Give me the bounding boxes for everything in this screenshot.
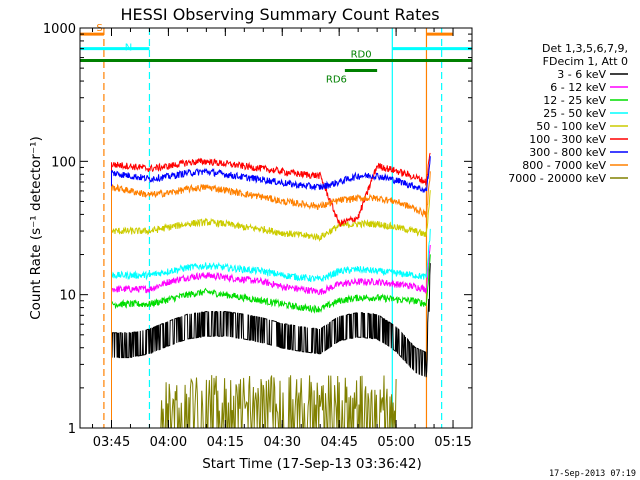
x-tick-label: 05:00 (377, 435, 414, 450)
series-line (111, 190, 431, 428)
x-tick-label: 04:45 (320, 435, 357, 450)
annotation-label: RD0 (351, 50, 372, 61)
series-line (111, 228, 431, 428)
x-tick-label: 04:15 (207, 435, 244, 450)
plot-layer: S N RD0 RD6 (80, 23, 472, 429)
y-axis-label: Count Rate (s⁻¹ detector⁻¹) (28, 136, 44, 320)
legend-header-line: FDecim 1, Att 0 (543, 55, 628, 68)
x-tick-label: 04:30 (264, 435, 301, 450)
series-line (111, 171, 431, 428)
y-tick-label: 100 (51, 155, 76, 170)
x-tick-label: 05:15 (434, 435, 471, 450)
legend-header-line: Det 1,3,5,6,7,9, (542, 42, 628, 55)
series-line (111, 254, 431, 428)
legend-entry-label: 3 - 6 keV (557, 68, 606, 81)
series-line (111, 244, 431, 428)
series-line (111, 156, 431, 428)
legend-entry-label: 25 - 50 keV (543, 107, 606, 120)
legend: Det 1,3,5,6,7,9,FDecim 1, Att 03 - 6 keV… (508, 42, 628, 185)
footer-date: 17-Sep-2013 07:19 (549, 469, 636, 479)
legend-entry-label: 6 - 12 keV (550, 81, 606, 94)
legend-entry-label: 300 - 800 keV (529, 146, 606, 159)
y-tick-label: 1 (68, 422, 76, 437)
x-tick-label: 03:45 (93, 435, 130, 450)
y-tick-label: 1000 (43, 22, 76, 37)
legend-entry-label: 7000 - 20000 keV (508, 172, 606, 185)
annotation-label: S (96, 23, 102, 34)
legend-entry-label: 800 - 7000 keV (522, 159, 606, 172)
series-line (111, 152, 431, 428)
annotation-label: N (125, 43, 132, 54)
x-tick-label: 04:00 (150, 435, 187, 450)
chart-title: HESSI Observing Summary Count Rates (120, 5, 439, 24)
plot-frame (79, 27, 473, 429)
annotation-label: RD6 (326, 75, 347, 86)
series-line (111, 263, 431, 428)
y-tick-label: 10 (59, 289, 76, 304)
legend-entry-label: 12 - 25 keV (543, 94, 606, 107)
legend-entry-label: 50 - 100 keV (536, 120, 606, 133)
legend-entry-label: 100 - 300 keV (529, 133, 606, 146)
x-axis-label: Start Time (17-Sep-13 03:36:42) (202, 456, 422, 472)
ticks-layer: 1 10 100 1000 03:45 04:00 04:15 04:30 04:45 05:00… (43, 22, 473, 450)
